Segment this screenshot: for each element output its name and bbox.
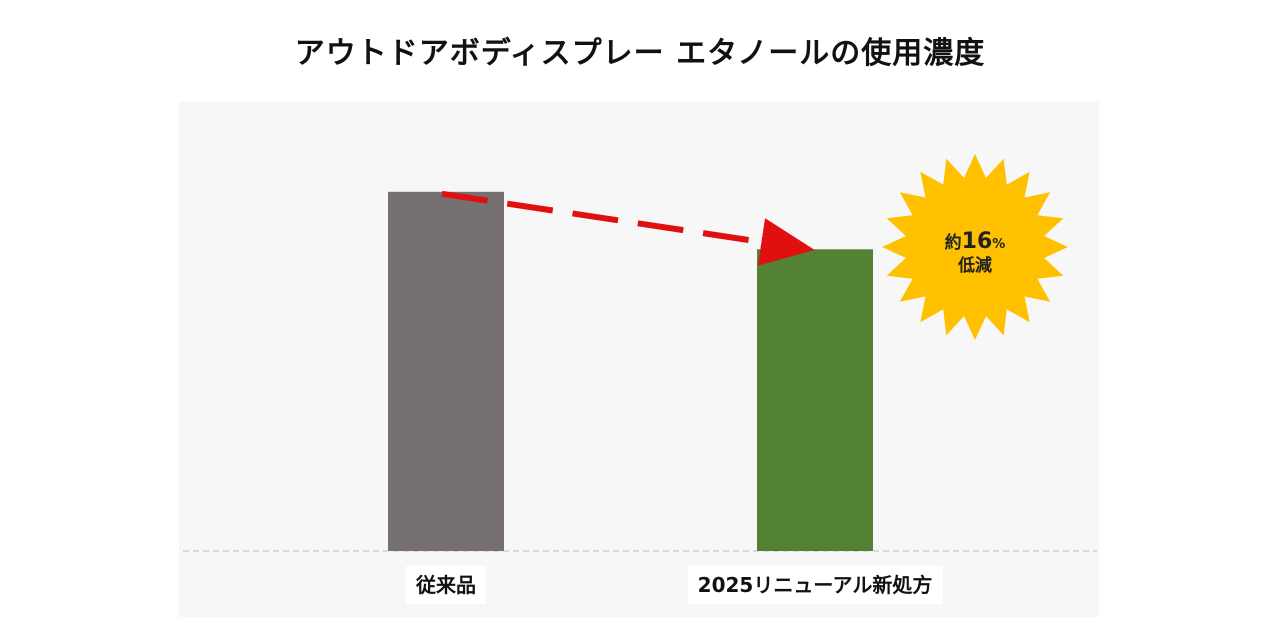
reduction-badge-text: 約16% 低減	[945, 228, 1006, 277]
badge-unit: %	[992, 237, 1006, 252]
bar-conventional	[388, 191, 504, 552]
reduction-arrow	[441, 190, 815, 266]
bars-group	[388, 191, 873, 552]
badge-suffix: 低減	[958, 255, 992, 276]
bar-new-formula	[757, 249, 873, 551]
starburst-badge	[882, 154, 1068, 340]
badge-number: 16	[961, 229, 993, 254]
badge-prefix: 約	[944, 233, 962, 253]
chart-title: アウトドアボディスプレー エタノールの使用濃度	[294, 36, 986, 71]
category-label-conventional: 従来品	[406, 566, 486, 604]
category-label-new-formula: 2025リニューアル新処方	[687, 566, 943, 604]
